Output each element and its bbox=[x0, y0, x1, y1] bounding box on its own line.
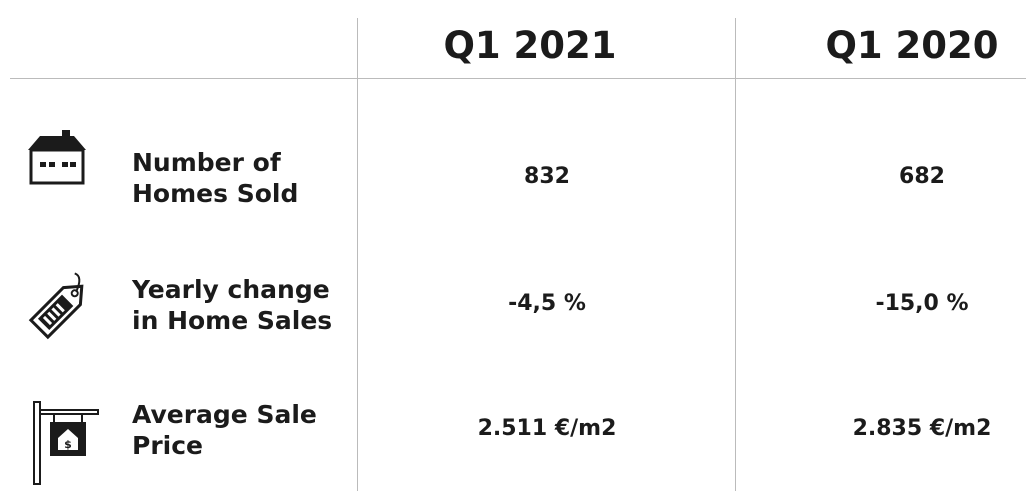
row-label-line: Price bbox=[132, 431, 203, 460]
column-header: Q1 2021 bbox=[443, 24, 617, 67]
house-icon bbox=[28, 130, 86, 185]
price-tag-icon bbox=[28, 272, 84, 340]
row-label: Average Sale Price bbox=[132, 399, 317, 461]
value-cell: 2.835 €/m2 bbox=[852, 416, 992, 441]
row-label-line: Yearly change bbox=[132, 275, 330, 304]
row-label-line: in Home Sales bbox=[132, 306, 333, 335]
column-header: Q1 2020 bbox=[825, 24, 999, 67]
column-divider bbox=[735, 18, 736, 491]
value-cell: -4,5 % bbox=[508, 291, 586, 316]
sale-sign-icon: $ bbox=[33, 401, 99, 485]
row-label-line: Number of bbox=[132, 148, 281, 177]
row-label-line: Homes Sold bbox=[132, 179, 299, 208]
value-cell: 2.511 €/m2 bbox=[477, 416, 617, 441]
svg-text:$: $ bbox=[64, 438, 72, 451]
value-cell: 832 bbox=[524, 164, 570, 189]
row-label-line: Average Sale bbox=[132, 400, 317, 429]
column-divider bbox=[357, 18, 358, 491]
row-label: Yearly change in Home Sales bbox=[132, 274, 332, 336]
row-label: Number of Homes Sold bbox=[132, 147, 298, 209]
value-cell: 682 bbox=[899, 164, 945, 189]
value-cell: -15,0 % bbox=[875, 291, 969, 316]
header-divider bbox=[10, 78, 1026, 79]
